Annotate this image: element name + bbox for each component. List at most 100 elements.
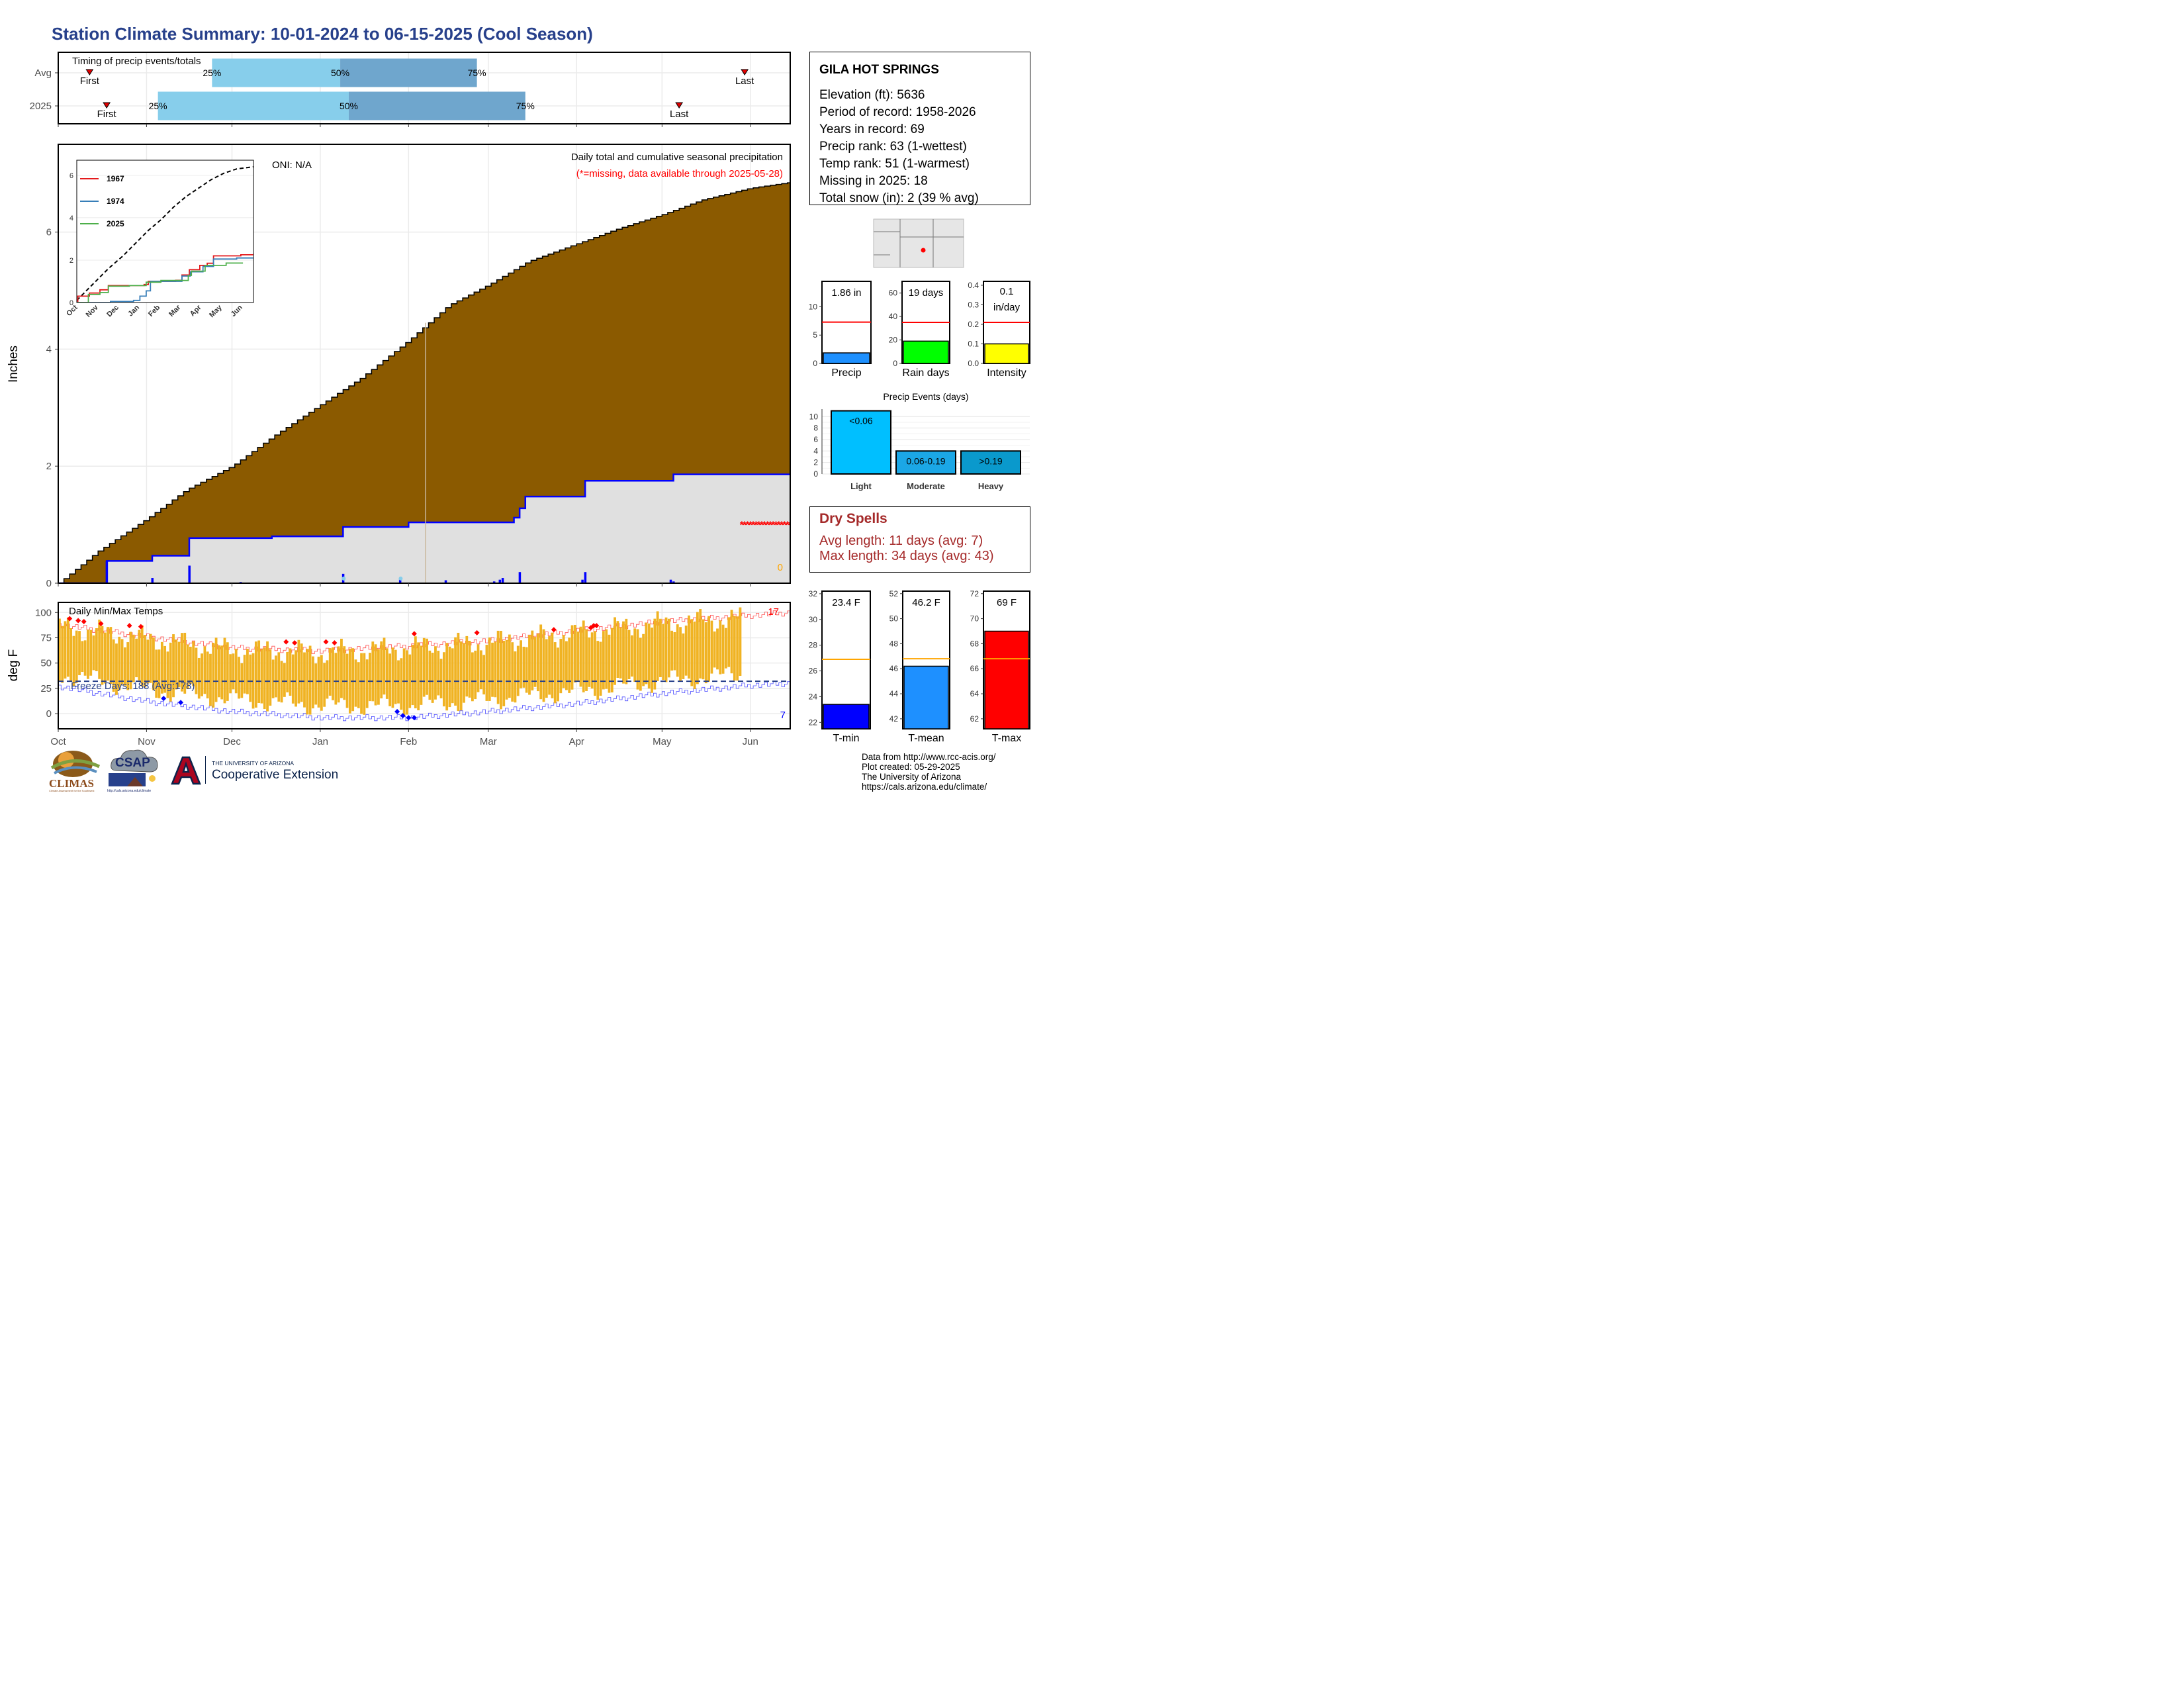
daily-temp-bar <box>739 607 742 676</box>
daily-temp-bar <box>422 637 426 697</box>
inset-legend-label: 1974 <box>107 197 124 206</box>
daily-temp-bar <box>688 615 690 679</box>
events-ytick-label: 2 <box>813 458 818 467</box>
events-ytick-label: 4 <box>813 446 818 455</box>
temp-ylabel: deg F <box>7 649 21 682</box>
tmax-xlabel: T-max <box>992 733 1021 744</box>
daily-temp-bar <box>590 632 594 689</box>
precip_total-value-label: 1.86 in <box>831 287 861 299</box>
daily-temp-bar <box>183 632 187 694</box>
daily-temp-bar <box>238 657 240 699</box>
daily-temp-bar <box>229 654 232 694</box>
timing-label-75: 75% <box>468 68 486 78</box>
daily-temp-bar <box>138 630 141 680</box>
daily-temp-bar <box>471 652 474 702</box>
events-xtick-label: Moderate <box>907 481 945 491</box>
events-xtick-label: Heavy <box>978 481 1004 491</box>
daily-temp-bar <box>565 641 568 690</box>
daily-temp-bar <box>736 616 739 681</box>
daily-temp-bar <box>181 633 183 692</box>
daily-temp-bar <box>619 627 622 679</box>
inset-bg <box>76 160 254 303</box>
precip-plot-area: ****************** <box>58 182 790 583</box>
daily-temp-bar <box>733 616 736 680</box>
daily-temp-bar <box>101 626 104 685</box>
daily-temp-bar <box>243 655 246 694</box>
daily-temp-bar <box>232 653 235 690</box>
daily-temp-bar <box>568 637 571 693</box>
temp-xtick-label: Jun <box>743 736 758 747</box>
daily-temp-bar <box>286 651 289 692</box>
daily-temp-bar <box>667 618 670 678</box>
daily-temp-bar <box>177 641 181 688</box>
freeze-days-label: Freeze Days: 188 (Avg:178) <box>71 680 195 692</box>
daily-precip-bar <box>584 572 587 583</box>
tmax-value-label: 69 F <box>997 597 1017 608</box>
temp-xtick-label: Apr <box>569 736 584 747</box>
record-high-marker <box>551 627 557 633</box>
daily-temp-bar <box>582 620 585 692</box>
daily-temp-bar <box>92 635 95 671</box>
ua-logo-divider <box>205 756 206 784</box>
daily-temp-bar <box>152 637 155 690</box>
daily-temp-bar <box>548 636 551 695</box>
timing-bar-q3 <box>340 58 477 87</box>
temp-ytick-label: 0 <box>46 708 52 720</box>
daily-temp-bar <box>625 618 628 684</box>
daily-temp-bar <box>58 618 61 681</box>
tmax-ytick-label: 62 <box>970 714 979 724</box>
daily-temp-bar <box>240 663 244 698</box>
daily-temp-bar <box>103 632 107 684</box>
tmean-ytick-label: 44 <box>889 689 899 698</box>
daily-temp-bar <box>78 631 81 675</box>
rain_days-ytick-label: 60 <box>889 289 898 298</box>
daily-temp-bar <box>201 653 203 696</box>
temp-xtick-label: Dec <box>223 736 241 747</box>
daily-temp-bar <box>525 647 528 693</box>
tmax-ytick-label: 68 <box>970 639 979 648</box>
station-precip-rank: Precip rank: 63 (1-wettest) <box>819 140 967 154</box>
daily-temp-bar <box>545 639 548 698</box>
daily-temp-bar <box>291 654 295 704</box>
record-high-marker <box>594 623 600 629</box>
daily-temp-bar <box>112 639 115 692</box>
daily-temp-bar <box>614 617 616 685</box>
station-missing: Missing in 2025: 18 <box>819 174 928 188</box>
daily-temp-bar <box>365 659 369 708</box>
timing-marker-last <box>675 102 684 109</box>
oni-label: ONI: N/A <box>272 160 312 171</box>
daily-temp-bar <box>254 641 257 708</box>
missing-marker: * <box>762 520 767 532</box>
temp-title: Daily Min/Max Temps <box>69 606 163 617</box>
record-low-count: 7 <box>780 710 786 721</box>
timing-label-first: First <box>80 75 100 87</box>
daily-temp-bar <box>719 620 722 675</box>
daily-temp-bar <box>531 630 534 691</box>
daily-temp-bar <box>642 633 645 686</box>
station-info-panel: GILA HOT SPRINGS Elevation (ft): 5636 Pe… <box>809 52 1030 205</box>
record-high-count: 17 <box>768 606 779 618</box>
daily-temp-bar <box>280 661 283 703</box>
ua-block-a-icon <box>171 756 201 785</box>
missing-marker: * <box>771 520 776 532</box>
temp-panel-border <box>58 602 791 729</box>
daily-temp-bar <box>682 633 685 679</box>
events-title: Precip Events (days) <box>883 391 968 402</box>
temp-ytick-label: 100 <box>35 607 52 618</box>
daily-temp-bar <box>451 648 454 704</box>
daily-temp-bar <box>123 647 126 686</box>
record-low-marker <box>400 713 406 719</box>
daily-temp-bar <box>337 646 340 703</box>
daily-temp-bar <box>271 659 275 698</box>
daily-temp-bar <box>98 620 101 679</box>
daily-temp-bar <box>477 644 480 692</box>
daily-temp-bar <box>707 616 710 682</box>
inset-border <box>76 160 254 303</box>
daily-temp-bar <box>485 645 488 701</box>
daily-temp-bar <box>354 659 357 707</box>
intensity-ytick-label: 0.4 <box>968 281 979 290</box>
timing-row-label: Avg <box>34 68 52 79</box>
missing-marker: * <box>760 520 764 532</box>
daily-temp-bar <box>522 646 525 688</box>
timing-marker-last <box>741 69 749 75</box>
